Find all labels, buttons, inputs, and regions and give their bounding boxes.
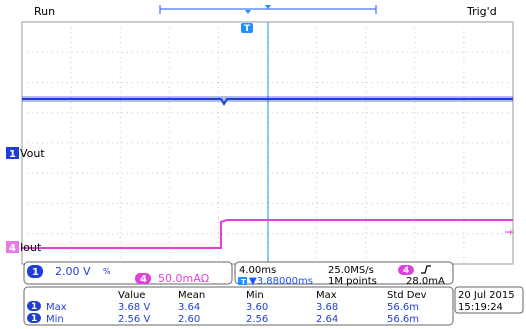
ch4-scale: 50.0mAΩ <box>158 272 209 285</box>
date: 20 Jul 2015 <box>458 290 515 301</box>
col-header-mean: Mean <box>178 290 205 301</box>
run-status: Run <box>34 5 55 18</box>
trigger-channel-badge: 4 <box>403 266 409 276</box>
svg-text:3.68 V: 3.68 V <box>118 302 150 313</box>
ch4-badge: 4 <box>140 274 147 285</box>
svg-text:2.56 V: 2.56 V <box>118 314 150 325</box>
ch1-waveform <box>22 96 513 106</box>
svg-text:1: 1 <box>31 302 37 312</box>
center-marker-icon <box>265 5 271 9</box>
horizontal-position-bar[interactable] <box>159 5 377 14</box>
col-header-min: Min <box>246 290 264 301</box>
trigger-marker-label: T <box>244 24 251 34</box>
svg-text:Vout: Vout <box>20 147 45 160</box>
time: 15:19:24 <box>458 302 503 313</box>
row-name: Max <box>46 302 67 313</box>
trigger-icon: T <box>241 278 246 286</box>
svg-text:3.68: 3.68 <box>316 302 338 313</box>
svg-text:3.60: 3.60 <box>246 302 268 313</box>
channel-settings-panel[interactable]: 1 2.00 V % 4 50.0mAΩ <box>23 261 233 285</box>
datetime-panel: 20 Jul 2015 15:19:24 <box>454 286 524 314</box>
col-header-std-dev: Std Dev <box>387 290 427 301</box>
col-header-value: Value <box>118 290 145 301</box>
svg-text:56.6m: 56.6m <box>387 302 419 313</box>
row-name: Min <box>46 314 64 325</box>
record-length: 1M points <box>328 276 377 287</box>
ch1-coupling-icon: % <box>103 267 111 276</box>
col-header-max: Max <box>316 290 337 301</box>
svg-text:1: 1 <box>9 149 16 160</box>
sample-rate: 25.0MS/s <box>328 265 374 276</box>
table-row: 1 Min 2.56 V 2.60 2.56 2.64 56.6m <box>27 313 419 325</box>
trigger-position-marker-icon <box>245 10 251 14</box>
time-per-div: 4.00ms <box>239 265 276 276</box>
svg-text:2.60: 2.60 <box>178 314 200 325</box>
svg-text:4: 4 <box>9 243 16 254</box>
ch1-label[interactable]: 1 Vout <box>6 147 45 160</box>
ch1-scale: 2.00 V <box>55 265 91 278</box>
ch4-overflow-arrow-icon: + <box>507 228 515 238</box>
ch4-label[interactable]: 4 Iout <box>6 241 42 254</box>
trigger-level: 28.0mA <box>406 276 445 287</box>
table-row: 1 Max 3.68 V 3.64 3.60 3.68 56.6m <box>27 301 419 313</box>
measurements-table[interactable]: Value Mean Min Max Std Dev 1 Max 3.68 V … <box>23 286 454 326</box>
svg-text:56.6m: 56.6m <box>387 314 419 325</box>
trigger-position: ▼3.88000ms <box>249 276 313 287</box>
ch4-waveform: + <box>22 219 515 249</box>
svg-text:2.56: 2.56 <box>246 314 268 325</box>
trigger-status: Trig'd <box>466 5 497 18</box>
trigger-marker[interactable]: T <box>241 22 269 264</box>
svg-text:3.64: 3.64 <box>178 302 200 313</box>
rising-edge-icon <box>421 265 431 274</box>
svg-text:Iout: Iout <box>20 241 42 254</box>
svg-text:2.64: 2.64 <box>316 314 338 325</box>
timebase-panel[interactable]: 4.00ms 25.0MS/s T ▼3.88000ms 1M points 4… <box>234 261 454 287</box>
svg-text:1: 1 <box>31 314 37 324</box>
ch1-badge: 1 <box>32 267 39 278</box>
